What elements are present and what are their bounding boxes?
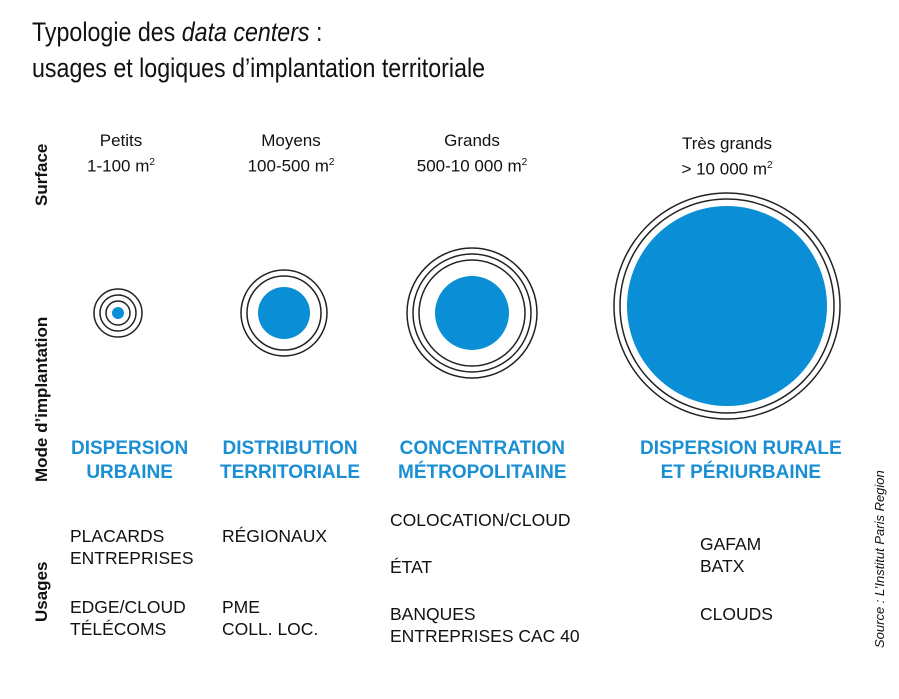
size-name: Moyens [261, 131, 321, 150]
mode-moyens: DISTRIBUTION TERRITORIALE [220, 437, 360, 485]
usage-line: BANQUES [390, 604, 476, 624]
mode-line-2: ET PÉRIURBAINE [660, 462, 822, 483]
core-fill [627, 206, 827, 406]
diagram-title: Typologie des data centers : usages et l… [32, 14, 485, 86]
ring-outer [93, 288, 143, 338]
usage-line: ENTREPRISES CAC 40 [390, 626, 580, 646]
usage-grands-2: ÉTAT [390, 556, 432, 578]
size-name: Très grands [681, 134, 773, 153]
ring-inner [105, 300, 131, 326]
usage-moyens-2: PME COLL. LOC. [222, 596, 318, 640]
mode-grands: CONCENTRATION MÉTROPOLITAINE [398, 437, 567, 485]
usage-line: ÉTAT [390, 557, 433, 577]
ring-inner [619, 198, 835, 414]
mode-line-1: DISPERSION [71, 438, 189, 459]
size-range: 1-100 m2 [31, 152, 211, 178]
size-unit-sup: 2 [149, 157, 155, 168]
ring-outer [406, 247, 538, 379]
ring-inner [418, 259, 526, 367]
mode-line-1: CONCENTRATION [399, 438, 565, 459]
core-fill [112, 307, 124, 319]
size-name: Petits [99, 131, 143, 150]
core-fill [435, 276, 509, 350]
usage-petits-2: EDGE/CLOUD TÉLÉCOMS [70, 596, 186, 640]
ring-middle [99, 294, 137, 332]
mode-petits: DISPERSION URBAINE [71, 437, 188, 485]
usage-line: ENTREPRISES [70, 548, 194, 568]
usage-line: BATX [700, 556, 745, 576]
size-range-value: 1-100 m [87, 156, 150, 176]
circle-group-petits [93, 288, 143, 338]
size-range: > 10 000 m2 [637, 155, 817, 181]
title-line-2: usages et logiques d’implantation territ… [32, 53, 486, 83]
usage-line: TÉLÉCOMS [70, 619, 167, 639]
mode-line-1: DISTRIBUTION [222, 438, 358, 459]
title-prefix: Typologie des [32, 17, 182, 47]
usage-tres-grands-1: GAFAM BATX [700, 533, 761, 577]
ring-outer [240, 269, 328, 357]
core-fill [258, 287, 310, 339]
size-range-value: 500-10 000 m [416, 156, 522, 176]
size-range-value: > 10 000 m [681, 159, 767, 179]
usage-line: COLL. LOC. [222, 619, 319, 639]
size-heading-tres-grands: Très grands > 10 000 m2 [637, 133, 817, 181]
size-unit-sup: 2 [766, 160, 773, 171]
usage-line: PLACARDS [70, 526, 165, 546]
mode-line-2: MÉTROPOLITAINE [398, 462, 567, 483]
mode-line-2: URBAINE [86, 462, 173, 483]
usage-line: COLOCATION/CLOUD [390, 510, 571, 530]
usage-moyens-1: RÉGIONAUX [222, 525, 327, 547]
ring-middle [412, 253, 532, 373]
usage-grands-1: COLOCATION/CLOUD [390, 509, 571, 531]
source-credit: Source : L’Institut Paris Region [872, 470, 887, 648]
size-unit-sup: 2 [521, 157, 528, 168]
usage-line: EDGE/CLOUD [70, 597, 186, 617]
size-range: 100-500 m2 [201, 152, 381, 178]
size-heading-grands: Grands 500-10 000 m2 [382, 130, 562, 178]
mode-line-2: TERRITORIALE [220, 462, 361, 483]
usage-petits-1: PLACARDS ENTREPRISES [70, 525, 194, 569]
size-heading-petits: Petits 1-100 m2 [31, 130, 211, 178]
title-suffix: : [309, 17, 323, 47]
usage-line: CLOUDS [700, 604, 773, 624]
ring-inner [246, 275, 322, 351]
mode-tres-grands: DISPERSION RURALE ET PÉRIURBAINE [640, 437, 842, 485]
size-range: 500-10 000 m2 [382, 152, 562, 178]
size-range-value: 100-500 m [247, 156, 329, 176]
circle-group-moyens [240, 269, 328, 357]
size-unit-sup: 2 [328, 157, 335, 168]
title-line-1: Typologie des data centers : [32, 14, 485, 50]
size-name: Grands [444, 131, 500, 150]
usage-line: GAFAM [700, 534, 762, 554]
usage-line: PME [222, 597, 260, 617]
ring-outer [613, 192, 841, 420]
circle-group-grands [406, 247, 538, 379]
usage-grands-3: BANQUES ENTREPRISES CAC 40 [390, 603, 580, 647]
usage-tres-grands-2: CLOUDS [700, 603, 773, 625]
circle-group-tres-grands [613, 192, 841, 420]
title-italic: data centers [181, 17, 310, 47]
mode-line-1: DISPERSION RURALE [640, 438, 842, 459]
size-heading-moyens: Moyens 100-500 m2 [201, 130, 381, 178]
usage-line: RÉGIONAUX [222, 526, 328, 546]
